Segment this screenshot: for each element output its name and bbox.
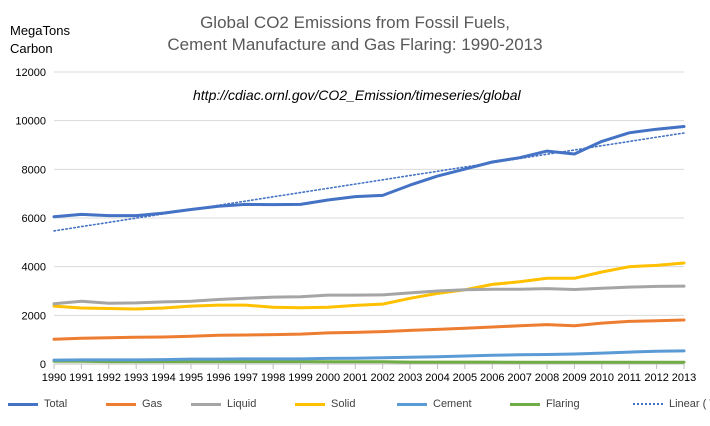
series-line-liquid <box>52 284 686 306</box>
legend-label: Gas <box>142 398 163 410</box>
legend-item-flaring: Flaring <box>510 398 580 410</box>
x-tick-label: 2006 <box>480 372 504 384</box>
x-tick-label: 2000 <box>316 372 340 384</box>
x-tick-label: 1993 <box>124 372 148 384</box>
y-tick-label: 2000 <box>22 310 46 322</box>
legend-label: Solid <box>331 398 356 410</box>
series-line-cement <box>52 349 686 362</box>
series-line-total <box>52 125 686 219</box>
legend-label: Total <box>44 398 68 410</box>
x-tick-label: 1997 <box>233 372 257 384</box>
x-tick-label: 1999 <box>288 372 312 384</box>
x-tick-label: 1990 <box>42 372 66 384</box>
y-axis-unit-line-1: MegaTons <box>10 23 70 38</box>
legend-item-cement: Cement <box>397 398 472 410</box>
x-tick-label: 2013 <box>672 372 696 384</box>
x-tick-label: 1992 <box>97 372 121 384</box>
legend-swatch <box>8 402 38 406</box>
legend-label: Flaring <box>546 398 580 410</box>
x-tick-label: 1996 <box>206 372 230 384</box>
x-tick-label: 1995 <box>179 372 203 384</box>
legend-swatch <box>510 402 540 406</box>
legend-item-linear-total: Linear ( Total) <box>633 398 710 410</box>
legend-item-liquid: Liquid <box>191 398 256 410</box>
chart-title: Global CO2 Emissions from Fossil Fuels, … <box>0 12 710 56</box>
x-tick-label: 2007 <box>507 372 531 384</box>
series-line-flaring <box>52 359 686 364</box>
legend-label: Cement <box>433 398 472 410</box>
legend-swatch <box>191 402 221 406</box>
y-tick-label: 10000 <box>15 116 46 128</box>
x-tick-label: 2002 <box>370 372 394 384</box>
chart-legend: Total Gas Liquid Solid Cement Flaring Linear (… <box>8 398 710 416</box>
series-line-gas <box>52 318 686 341</box>
y-tick-label: 8000 <box>22 164 46 176</box>
y-tick-label: 0 <box>40 359 46 371</box>
legend-label: Liquid <box>227 398 257 410</box>
x-tick-label: 2009 <box>562 372 586 384</box>
y-axis-unit-label: MegaTons Carbon <box>10 22 70 58</box>
legend-swatch <box>397 402 427 406</box>
legend-swatch <box>106 402 136 406</box>
legend-swatch <box>295 402 325 406</box>
y-tick-label: 4000 <box>22 262 46 274</box>
x-tick-label: 1994 <box>151 372 175 384</box>
y-axis-unit-line-2: Carbon <box>10 41 53 56</box>
chart-title-line-2: Cement Manufacture and Gas Flaring: 1990… <box>167 35 543 54</box>
x-tick-label: 2004 <box>425 372 449 384</box>
x-tick-label: 2001 <box>343 372 367 384</box>
x-tick-label: 2008 <box>535 372 559 384</box>
x-tick-label: 2012 <box>644 372 668 384</box>
legend-swatch <box>633 403 663 405</box>
legend-item-solid: Solid <box>295 398 355 410</box>
legend-item-total: Total <box>8 398 67 410</box>
x-tick-label: 1991 <box>69 372 93 384</box>
legend-item-gas: Gas <box>106 398 162 410</box>
y-tick-label: 12000 <box>15 67 46 79</box>
series-line-solid <box>52 261 686 311</box>
legend-label: Linear ( Total) <box>669 398 710 410</box>
y-tick-label: 6000 <box>22 213 46 225</box>
chart-title-line-1: Global CO2 Emissions from Fossil Fuels, <box>200 13 510 32</box>
source-annotation: http://cdiac.ornl.gov/CO2_Emission/times… <box>193 87 521 103</box>
x-tick-label: 2011 <box>617 372 641 384</box>
x-tick-label: 2010 <box>590 372 614 384</box>
x-tick-label: 2003 <box>398 372 422 384</box>
x-tick-label: 2005 <box>453 372 477 384</box>
x-tick-label: 1998 <box>261 372 285 384</box>
